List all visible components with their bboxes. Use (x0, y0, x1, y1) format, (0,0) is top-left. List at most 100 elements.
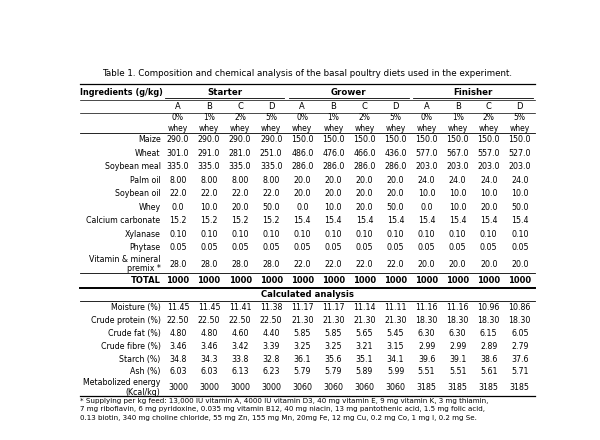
Text: D: D (517, 102, 523, 111)
Text: 0.10: 0.10 (293, 230, 311, 239)
Text: 3000: 3000 (230, 383, 250, 392)
Text: 18.30: 18.30 (446, 316, 469, 325)
Text: 4.80: 4.80 (169, 329, 187, 338)
Text: 2.79: 2.79 (511, 342, 529, 351)
Text: 15.2: 15.2 (232, 216, 249, 225)
Text: 0.10: 0.10 (480, 230, 497, 239)
Text: 18.30: 18.30 (478, 316, 500, 325)
Text: A: A (175, 102, 181, 111)
Text: 3.21: 3.21 (356, 342, 373, 351)
Text: 290.0: 290.0 (229, 135, 251, 144)
Text: 1000: 1000 (508, 276, 532, 285)
Text: 0.10: 0.10 (511, 230, 529, 239)
Text: 10.96: 10.96 (478, 303, 500, 312)
Text: Ingredients (g/kg): Ingredients (g/kg) (80, 88, 163, 97)
Text: * Supplying per kg feed: 13,000 IU vitamin A, 4000 IU vitamin D3, 40 mg vitamin : * Supplying per kg feed: 13,000 IU vitam… (80, 398, 488, 421)
Text: 6.03: 6.03 (200, 367, 218, 377)
Text: 22.0: 22.0 (387, 260, 404, 268)
Text: 1%
whey: 1% whey (448, 113, 468, 132)
Text: 0.05: 0.05 (511, 243, 529, 253)
Text: 0.10: 0.10 (169, 230, 187, 239)
Text: 11.17: 11.17 (291, 303, 314, 312)
Text: 8.00: 8.00 (200, 176, 218, 185)
Text: 2%
whey: 2% whey (354, 113, 374, 132)
Text: 3000: 3000 (261, 383, 281, 392)
Text: 20.0: 20.0 (418, 260, 436, 268)
Text: 24.0: 24.0 (418, 176, 436, 185)
Text: 0.10: 0.10 (418, 230, 436, 239)
Text: 15.4: 15.4 (418, 216, 436, 225)
Text: 11.45: 11.45 (167, 303, 189, 312)
Text: 20.0: 20.0 (387, 176, 404, 185)
Text: 10.0: 10.0 (325, 203, 342, 212)
Text: C: C (361, 102, 367, 111)
Text: 3.42: 3.42 (232, 342, 249, 351)
Text: 20.0: 20.0 (293, 176, 311, 185)
Text: 0.10: 0.10 (387, 230, 404, 239)
Text: 5.45: 5.45 (387, 329, 404, 338)
Text: Starter: Starter (207, 88, 242, 97)
Text: Ash (%): Ash (%) (130, 367, 161, 377)
Text: 1000: 1000 (260, 276, 283, 285)
Text: 15.4: 15.4 (293, 216, 311, 225)
Text: 22.0: 22.0 (232, 189, 249, 198)
Text: TOTAL: TOTAL (131, 276, 161, 285)
Text: 24.0: 24.0 (511, 176, 529, 185)
Text: 1000: 1000 (353, 276, 376, 285)
Text: 0%
whey: 0% whey (416, 113, 437, 132)
Text: 10.0: 10.0 (449, 203, 466, 212)
Text: 1000: 1000 (384, 276, 407, 285)
Text: 11.16: 11.16 (415, 303, 438, 312)
Text: 22.50: 22.50 (198, 316, 220, 325)
Text: 3.15: 3.15 (387, 342, 404, 351)
Text: 1000: 1000 (415, 276, 438, 285)
Text: B: B (206, 102, 212, 111)
Text: 10.0: 10.0 (480, 189, 497, 198)
Text: 18.30: 18.30 (509, 316, 531, 325)
Text: 20.0: 20.0 (356, 189, 373, 198)
Text: 290.0: 290.0 (260, 135, 283, 144)
Text: 5.61: 5.61 (480, 367, 497, 377)
Text: 35.6: 35.6 (325, 355, 342, 363)
Text: C: C (237, 102, 243, 111)
Text: 34.1: 34.1 (387, 355, 404, 363)
Text: 290.0: 290.0 (167, 135, 189, 144)
Text: 18.30: 18.30 (415, 316, 438, 325)
Text: 5.85: 5.85 (293, 329, 311, 338)
Text: 0.10: 0.10 (356, 230, 373, 239)
Text: 37.6: 37.6 (511, 355, 529, 363)
Text: 5.89: 5.89 (356, 367, 373, 377)
Text: 20.0: 20.0 (480, 260, 497, 268)
Text: 4.60: 4.60 (232, 329, 249, 338)
Text: 3185: 3185 (479, 383, 499, 392)
Text: 527.0: 527.0 (509, 149, 531, 158)
Text: 0.10: 0.10 (232, 230, 249, 239)
Text: 203.0: 203.0 (509, 162, 531, 171)
Text: Wheat: Wheat (135, 149, 161, 158)
Text: 203.0: 203.0 (446, 162, 469, 171)
Text: 286.0: 286.0 (353, 162, 376, 171)
Text: 11.14: 11.14 (353, 303, 376, 312)
Text: Soybean oil: Soybean oil (115, 189, 161, 198)
Text: 0.05: 0.05 (418, 243, 436, 253)
Text: D: D (392, 102, 399, 111)
Text: 1000: 1000 (229, 276, 251, 285)
Text: 6.13: 6.13 (232, 367, 249, 377)
Text: 10.0: 10.0 (200, 203, 218, 212)
Text: 15.4: 15.4 (449, 216, 466, 225)
Text: 15.2: 15.2 (262, 216, 280, 225)
Text: Calcium carbonate: Calcium carbonate (86, 216, 161, 225)
Text: 150.0: 150.0 (415, 135, 438, 144)
Text: 1000: 1000 (197, 276, 221, 285)
Text: 1%
whey: 1% whey (323, 113, 343, 132)
Text: 0.05: 0.05 (262, 243, 280, 253)
Text: 1000: 1000 (446, 276, 469, 285)
Text: Starch (%): Starch (%) (119, 355, 161, 363)
Text: C: C (486, 102, 491, 111)
Text: 0.0: 0.0 (421, 203, 433, 212)
Text: 0.05: 0.05 (200, 243, 218, 253)
Text: 486.0: 486.0 (291, 149, 313, 158)
Text: 20.0: 20.0 (387, 189, 404, 198)
Text: 286.0: 286.0 (291, 162, 313, 171)
Text: 15.2: 15.2 (169, 216, 187, 225)
